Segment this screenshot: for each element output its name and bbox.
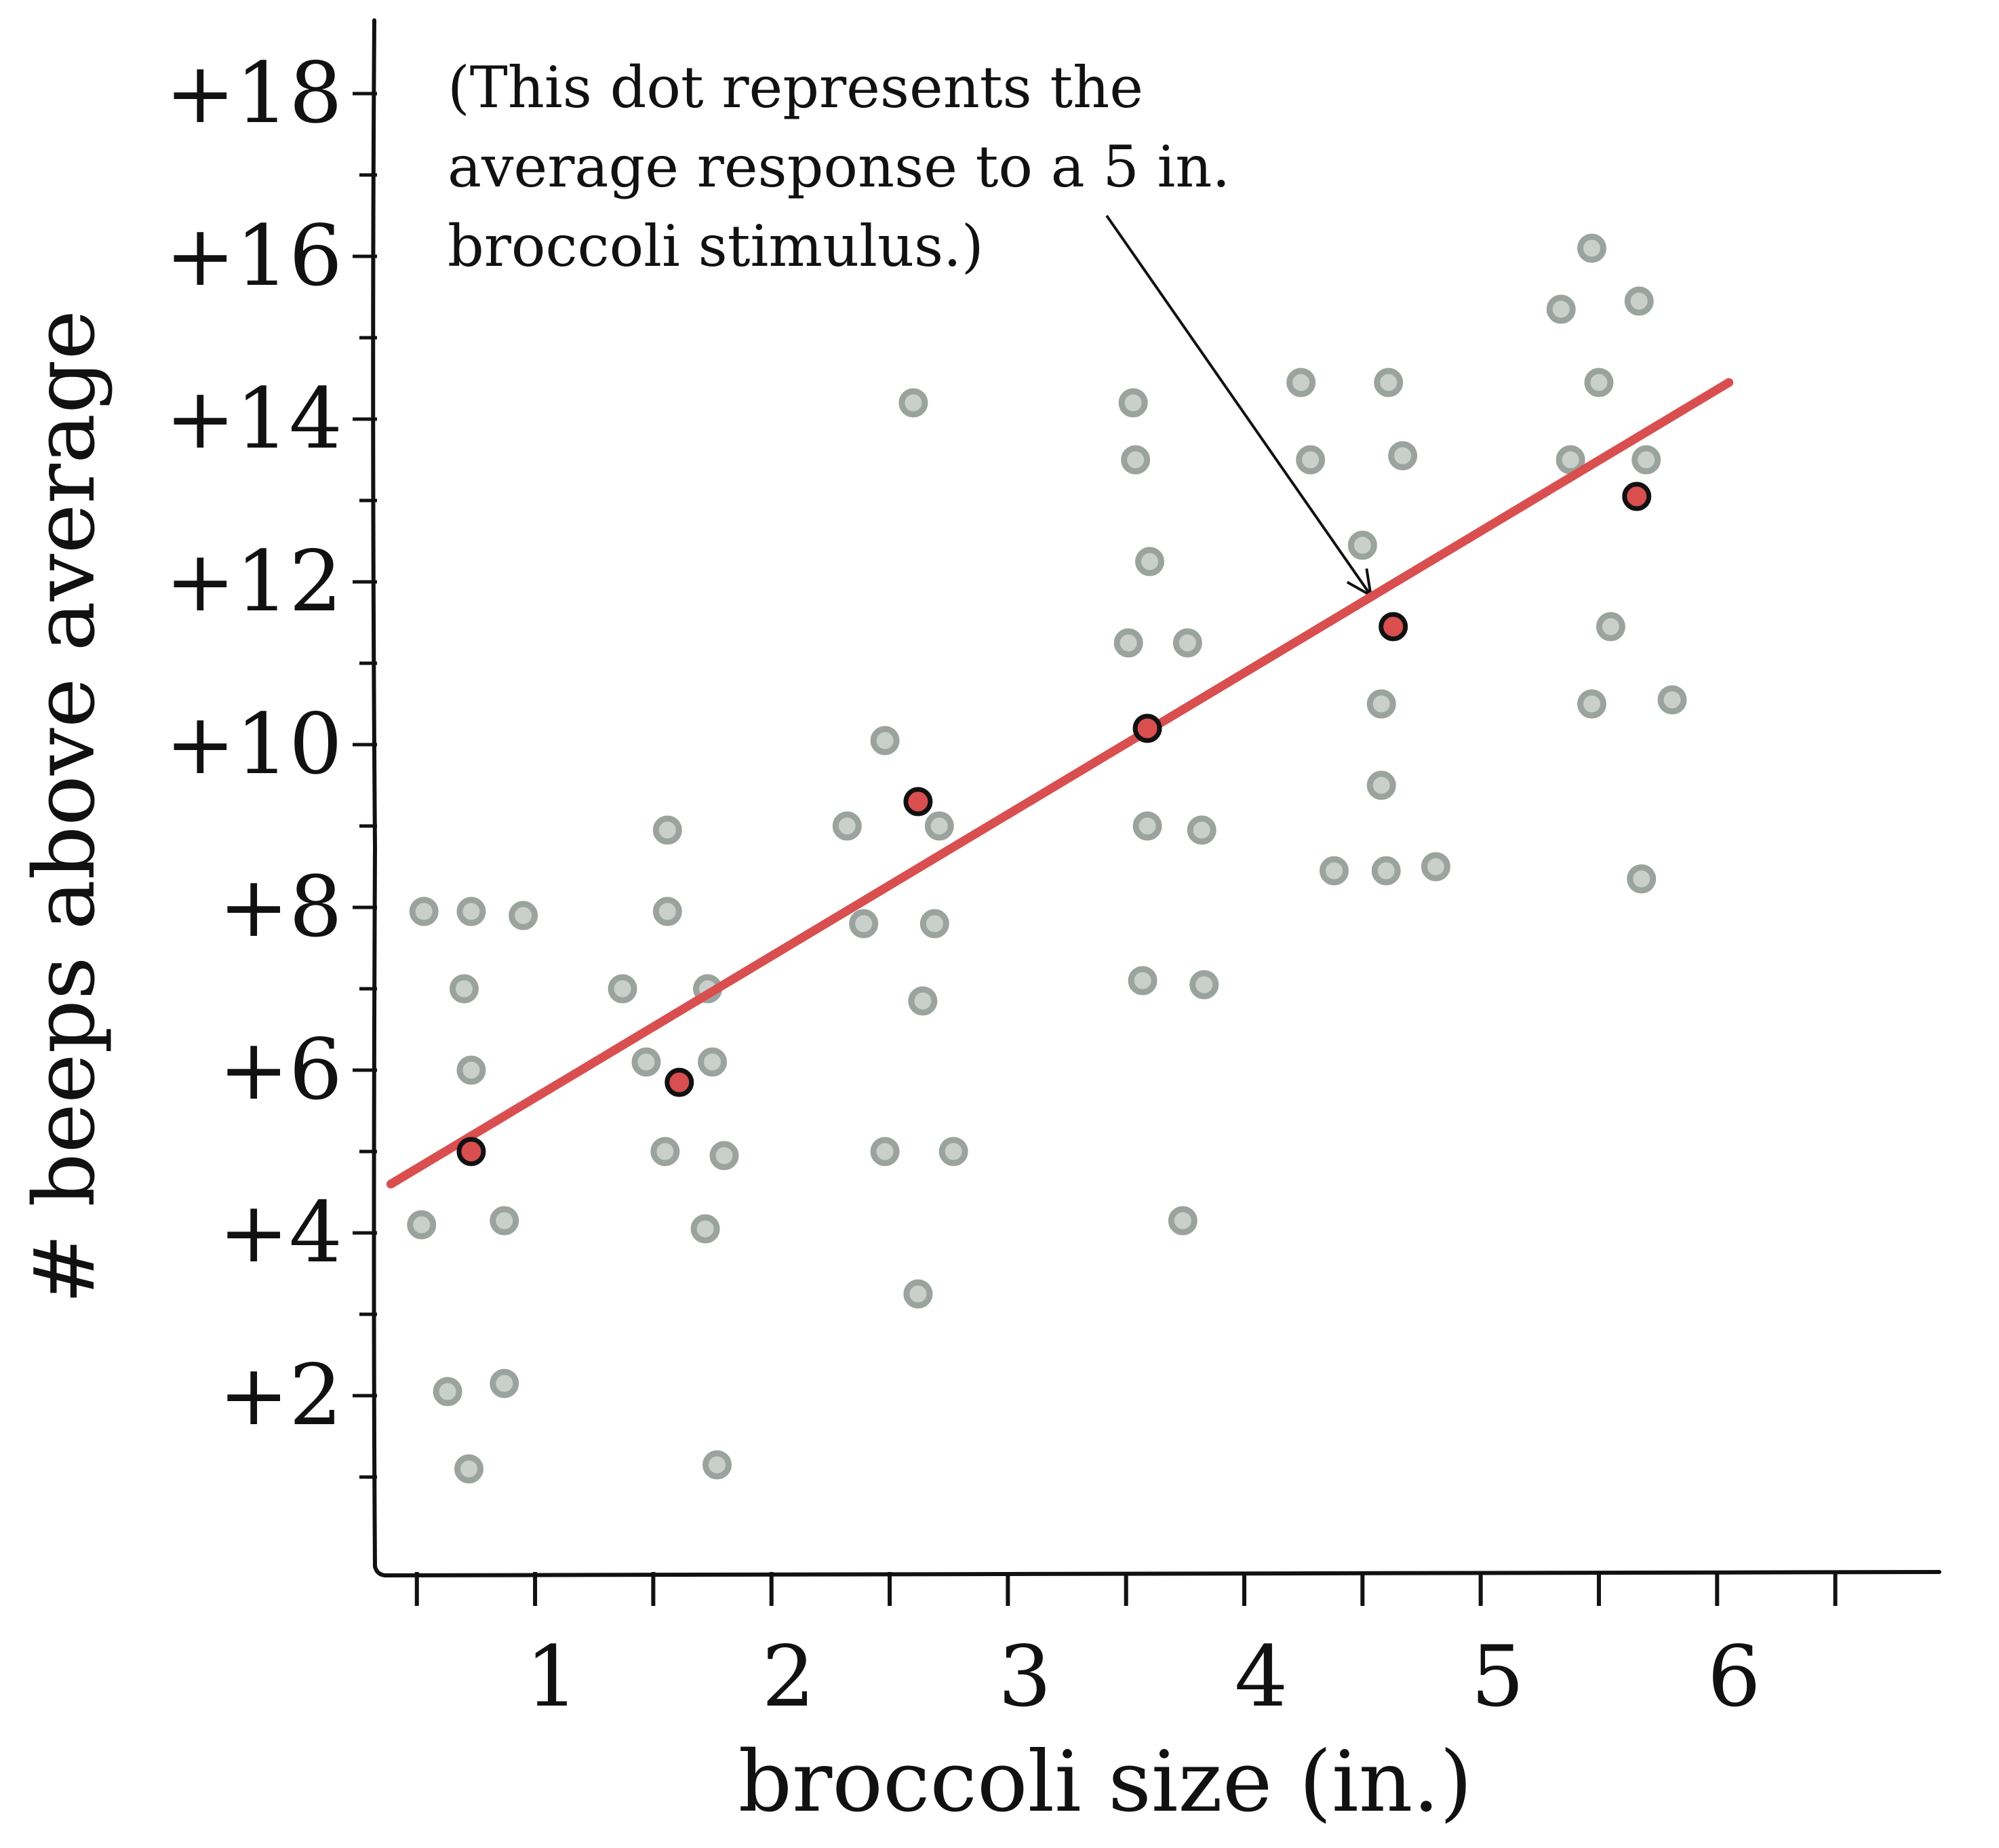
response-point	[1584, 368, 1614, 397]
x-axis	[383, 1570, 1941, 1577]
annotation-line-1: (This dot represents the	[448, 54, 1143, 121]
average-point	[665, 1067, 694, 1097]
annotation-arrow	[1105, 214, 1372, 597]
response-point	[1366, 770, 1396, 800]
y-tick-label: +12	[165, 533, 342, 631]
response-point	[1118, 388, 1148, 418]
response-point	[870, 1137, 900, 1166]
response-point	[1577, 233, 1606, 263]
response-point	[709, 1141, 739, 1171]
response-point	[1296, 445, 1326, 475]
response-point	[1624, 286, 1654, 316]
x-tick-label: 3	[998, 1628, 1052, 1726]
response-point	[698, 1047, 728, 1077]
response-point	[1347, 530, 1377, 560]
response-point	[849, 909, 879, 939]
response-point	[690, 1214, 720, 1244]
response-point	[608, 974, 637, 1004]
response-point	[1286, 368, 1316, 397]
y-tick-label: +18	[165, 45, 342, 142]
response-point	[1132, 811, 1162, 841]
response-point	[407, 1210, 437, 1240]
response-point	[449, 974, 479, 1004]
response-point	[652, 815, 682, 845]
y-axis	[371, 18, 387, 1577]
response-point	[1371, 856, 1401, 886]
response-point	[1121, 445, 1151, 475]
response-point	[908, 986, 938, 1016]
y-axis-ticks	[353, 92, 377, 1479]
annotation: (This dot represents the average respons…	[448, 54, 1372, 597]
response-point	[1631, 445, 1661, 475]
annotation-line-2: average response to a 5 in.	[448, 134, 1230, 200]
y-tick-label: +16	[165, 208, 342, 305]
response-point	[1319, 856, 1349, 886]
response-point	[1135, 547, 1165, 576]
response-point	[1627, 864, 1657, 894]
average-point	[1622, 481, 1652, 511]
response-point	[1596, 612, 1625, 642]
response-point	[1189, 970, 1219, 1000]
response-point	[1388, 441, 1418, 471]
response-point	[702, 1450, 732, 1480]
response-point	[1168, 1206, 1198, 1236]
response-point	[1366, 689, 1396, 719]
response-point	[509, 901, 538, 930]
response-point	[1546, 294, 1576, 324]
response-point	[652, 897, 682, 926]
response-point	[832, 811, 862, 841]
trend-line	[386, 378, 1734, 1189]
individual-response-points	[407, 233, 1687, 1484]
y-tick-label: +14	[165, 370, 342, 468]
x-tick-label: 6	[1707, 1628, 1761, 1726]
response-point	[456, 897, 486, 926]
y-tick-labels: +2 +4 +6 +8 +10 +12 +14 +16 +18	[165, 45, 342, 1444]
response-point	[924, 811, 954, 841]
x-tick-label: 5	[1471, 1628, 1524, 1726]
response-point	[919, 909, 949, 939]
response-point	[490, 1206, 519, 1236]
annotation-line-3: broccoli stimulus.)	[448, 213, 984, 279]
response-point	[1172, 628, 1202, 658]
response-point	[903, 1279, 933, 1309]
response-point	[409, 897, 439, 926]
x-tick-label: 4	[1235, 1628, 1288, 1726]
y-tick-label: +2	[218, 1347, 342, 1444]
x-tick-label: 2	[761, 1628, 815, 1726]
y-tick-label: +8	[218, 859, 342, 956]
average-point	[456, 1137, 486, 1166]
response-point	[1187, 815, 1216, 845]
average-point	[903, 787, 933, 817]
average-point	[1132, 713, 1162, 743]
response-point	[870, 726, 900, 755]
average-point	[1379, 612, 1408, 642]
response-point	[433, 1377, 462, 1407]
x-axis-title: broccoli size (in.)	[738, 1733, 1473, 1831]
average-response-points	[456, 481, 1652, 1166]
response-point	[490, 1369, 519, 1398]
response-point	[938, 1137, 968, 1166]
y-tick-label: +6	[218, 1021, 342, 1119]
y-tick-label: +10	[165, 696, 342, 793]
response-point	[1577, 689, 1606, 719]
x-axis-ticks	[414, 1572, 1838, 1606]
response-point	[898, 388, 928, 418]
response-point	[650, 1137, 680, 1166]
response-point	[1421, 852, 1450, 882]
axes	[353, 18, 1941, 1606]
response-point	[456, 1055, 486, 1085]
y-axis-title: # beeps above average	[16, 310, 114, 1304]
response-point	[454, 1454, 483, 1484]
response-point	[1113, 628, 1143, 658]
x-tick-labels: 1 2 3 4 5 6	[526, 1628, 1761, 1726]
response-point	[631, 1047, 661, 1077]
response-point	[1374, 368, 1404, 397]
response-point	[1128, 966, 1157, 996]
y-tick-label: +4	[218, 1184, 342, 1282]
x-tick-label: 1	[526, 1628, 579, 1726]
response-point	[1657, 685, 1687, 715]
response-point	[1556, 445, 1585, 475]
